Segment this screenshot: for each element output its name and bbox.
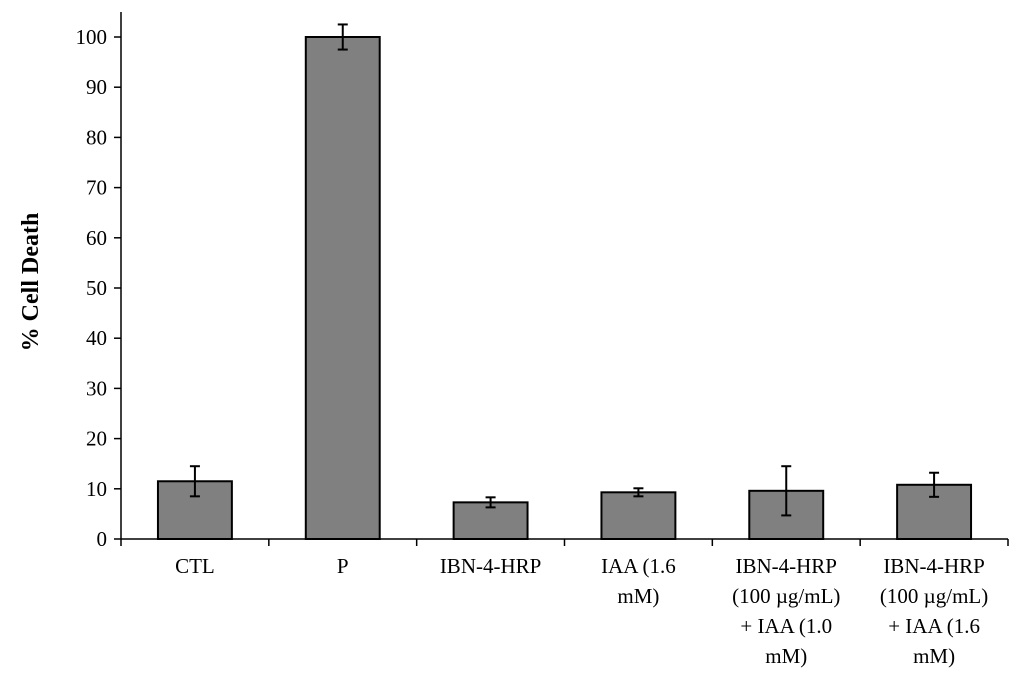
y-tick-label: 60: [86, 226, 107, 250]
x-category-label: IBN-4-HRP (100 µg/mL) + IAA (1.6 mM): [880, 554, 988, 668]
y-tick-label: 40: [86, 326, 107, 350]
bars-group: [120, 23, 1009, 546]
y-tick-label: 0: [97, 527, 108, 551]
y-tick-label: 100: [76, 25, 108, 49]
bar: [600, 491, 677, 540]
x-category-label: IAA (1.6 mM): [601, 554, 676, 608]
x-category-label: IBN-4-HRP (100 µg/mL) + IAA (1.0 mM): [732, 554, 840, 668]
bar: [304, 36, 381, 540]
y-axis-title: % Cell Death: [18, 213, 44, 352]
y-axis-ticks: 0 10 20 30 40 50 60 70 80 90 100: [76, 25, 121, 551]
y-tick-label: 20: [86, 427, 107, 451]
y-tick-label: 50: [86, 276, 107, 300]
bar: [452, 501, 529, 541]
y-tick-label: 80: [86, 125, 107, 149]
y-tick-label: 90: [86, 75, 107, 99]
category-labels: CTL P IBN-4-HRP IAA (1.6 mM) IBN-4-HRP (100 µg…: [175, 554, 988, 668]
y-tick-label: 10: [86, 477, 107, 501]
x-category-label: IBN-4-HRP: [440, 554, 542, 578]
y-tick-label: 70: [86, 176, 107, 200]
x-category-label: CTL: [175, 554, 215, 578]
x-category-label: P: [337, 554, 349, 578]
y-tick-label: 30: [86, 376, 107, 400]
